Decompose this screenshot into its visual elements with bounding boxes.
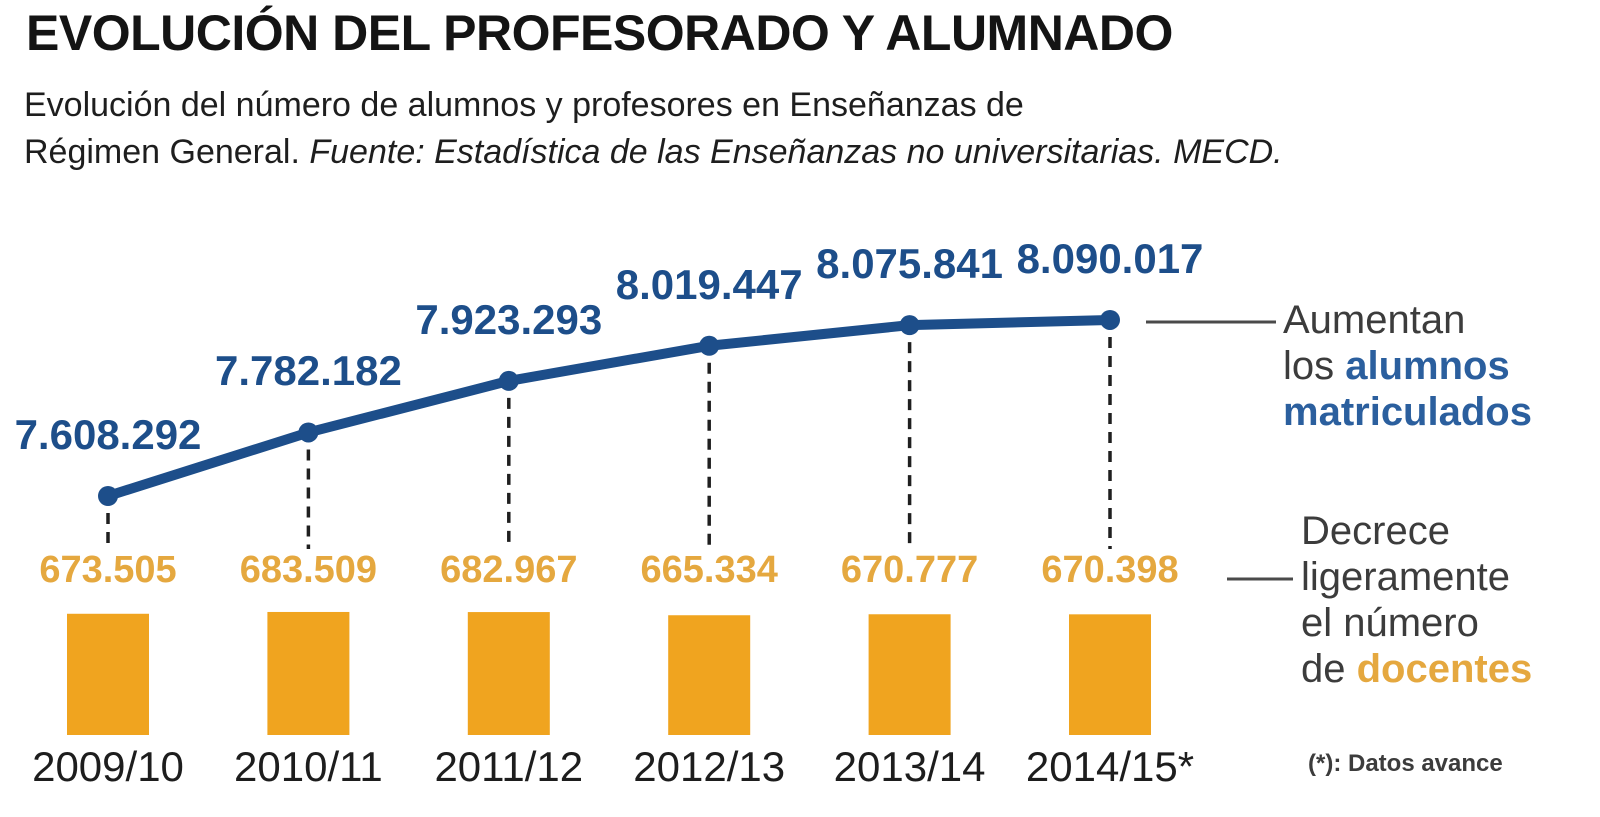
teachers-bar <box>67 613 149 735</box>
students-annotation-text: Aumentan <box>1283 298 1466 342</box>
teachers-value-label: 683.509 <box>239 549 378 591</box>
teachers-value-label: 673.505 <box>39 549 177 591</box>
teachers-bar <box>1069 614 1151 735</box>
students-value-label: 8.075.841 <box>816 240 1004 288</box>
teachers-bar <box>467 612 550 735</box>
students-point-marker <box>1100 309 1120 330</box>
students-value-label: 7.923.293 <box>415 295 603 343</box>
category-label: 2013/14 <box>833 743 986 790</box>
category-label: 2009/10 <box>32 743 184 790</box>
teachers-annotation-line2: ligeramente <box>1301 554 1532 600</box>
teachers-bar <box>868 614 951 735</box>
teachers-annotation-accent: docentes <box>1356 647 1533 691</box>
students-point-marker <box>699 335 720 356</box>
teachers-annotation-line3: el número <box>1301 600 1532 646</box>
students-annotation-line3: matriculados <box>1283 389 1532 435</box>
footnote: (*): Datos avance <box>1308 750 1503 777</box>
students-point-marker <box>899 315 920 336</box>
students-annotation-line2: los alumnos <box>1283 343 1532 389</box>
chart-subtitle-line1: Evolución del número de alumnos y profes… <box>24 86 1024 124</box>
teachers-annotation-text: ligeramente <box>1301 555 1511 599</box>
students-value-label: 7.608.292 <box>14 411 202 458</box>
students-point-marker <box>98 486 118 506</box>
category-label: 2011/12 <box>434 743 584 790</box>
students-line <box>103 314 1115 501</box>
chart-subtitle-line2-text: Régimen General. <box>24 133 300 171</box>
teachers-annotation-line4: de docentes <box>1301 646 1532 692</box>
teachers-annotation-text: de <box>1301 647 1357 691</box>
students-annotation-accent: matriculados <box>1283 390 1532 434</box>
students-value-label: 7.782.182 <box>214 347 402 395</box>
students-annotation-accent: alumnos <box>1345 344 1510 388</box>
chart-subtitle-line2: Régimen General. Fuente: Estadística de … <box>24 133 1283 172</box>
teachers-bar <box>267 611 350 735</box>
teachers-annotation-line1: Decrece <box>1301 508 1532 554</box>
teachers-bar <box>668 615 751 735</box>
students-value-label: 8.090.017 <box>1016 234 1204 282</box>
students-annotation: Aumentan los alumnos matriculados <box>1283 297 1532 435</box>
students-point-marker <box>498 370 519 391</box>
chart-source-text: Fuente: Estadística de las Enseñanzas no… <box>309 133 1283 171</box>
students-annotation-text: los <box>1283 344 1346 388</box>
teachers-value-label: 670.777 <box>840 549 979 591</box>
category-label: 2014/15* <box>1025 743 1195 790</box>
teachers-value-label: 670.398 <box>1041 549 1179 591</box>
students-point-marker <box>298 422 319 443</box>
teachers-value-label: 682.967 <box>440 549 578 591</box>
chart-title: EVOLUCIÓN DEL PROFESORADO Y ALUMNADO <box>26 5 1173 61</box>
teachers-annotation-text: el número <box>1301 601 1479 645</box>
teachers-annotation-text: Decrece <box>1301 509 1450 553</box>
teachers-value-label: 665.334 <box>640 549 778 591</box>
students-value-label: 8.019.447 <box>615 260 803 308</box>
students-annotation-line1: Aumentan <box>1283 297 1532 343</box>
category-label: 2010/11 <box>234 743 383 790</box>
category-label: 2012/13 <box>633 743 786 790</box>
teachers-annotation: Decrece ligeramente el número de docente… <box>1301 508 1532 692</box>
